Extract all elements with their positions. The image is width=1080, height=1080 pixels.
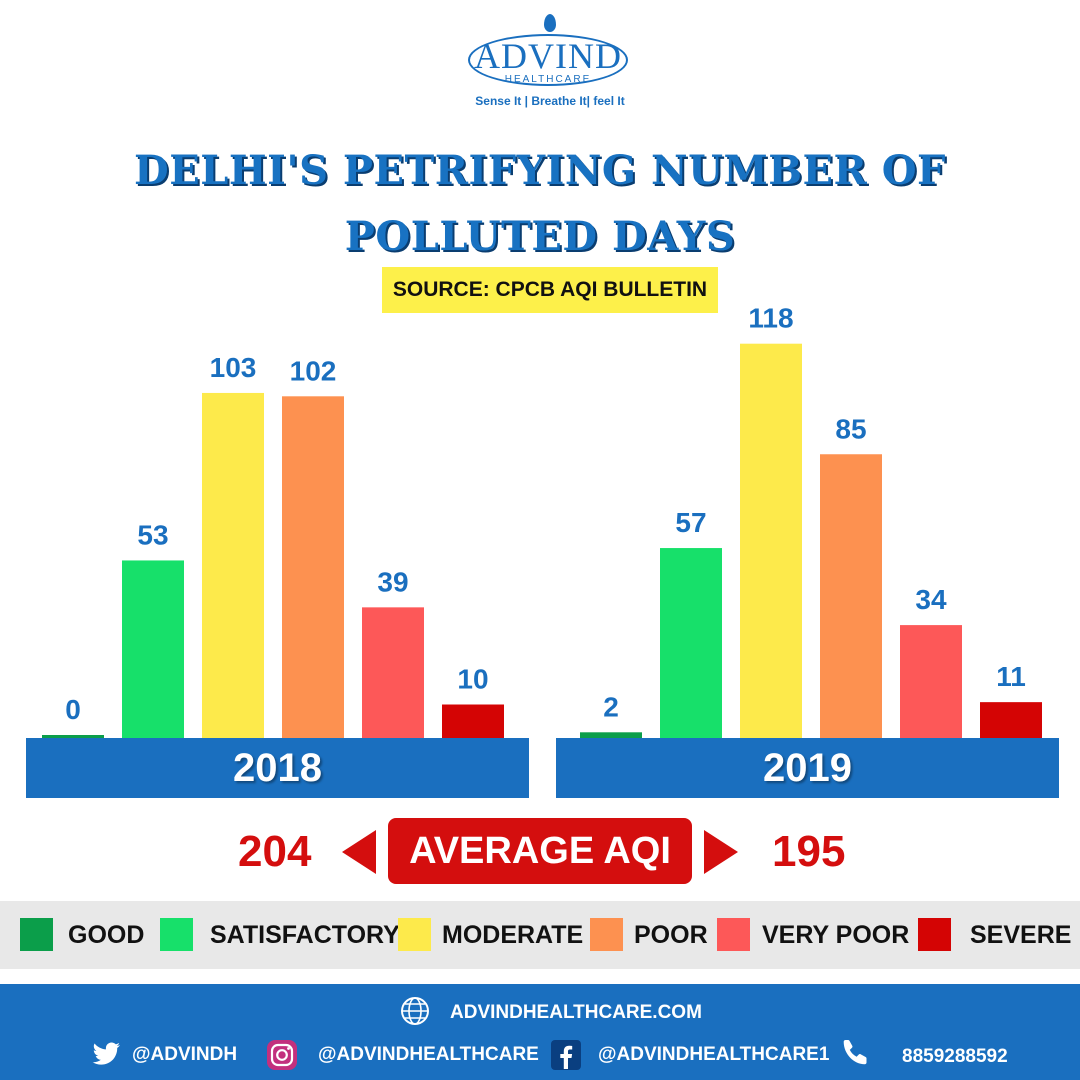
legend-swatch-severe xyxy=(918,918,951,951)
twitter-icon xyxy=(92,1042,120,1065)
year-band-2019: 2019 xyxy=(556,738,1059,798)
bar-2019-severe xyxy=(980,702,1042,739)
instagram-handle[interactable]: @ADVINDHEALTHCARE xyxy=(318,1044,539,1065)
legend-label-moderate: MODERATE xyxy=(442,921,584,949)
legend-label-poor: POOR xyxy=(634,921,708,949)
bar-label-2019-satisfactory: 57 xyxy=(675,507,706,538)
brand-logo: ADVIND HEALTHCARE Sense It | Breathe It|… xyxy=(0,0,1080,115)
page-title: DELHI'S PETRIFYING NUMBER OF POLLUTED DA… xyxy=(134,147,946,260)
phone-icon xyxy=(843,1040,867,1065)
bar-label-2019-severe: 11 xyxy=(996,661,1026,692)
bar-label-2018-good: 0 xyxy=(65,694,81,725)
bar-2018-poor xyxy=(282,396,344,738)
bar-2018-satisfactory xyxy=(122,560,184,738)
bar-2019-good xyxy=(580,732,642,739)
legend-label-very-poor: VERY POOR xyxy=(762,921,910,949)
bar-label-2018-moderate: 103 xyxy=(210,352,257,383)
bar-label-2018-poor: 102 xyxy=(290,355,337,386)
legend-swatch-very-poor xyxy=(717,918,750,951)
legend: GOOD SATISFACTORY MODERATE POOR VERY POO… xyxy=(0,901,1080,969)
facebook-icon xyxy=(551,1040,581,1070)
bar-label-2019-moderate: 118 xyxy=(748,303,793,334)
phone-number[interactable]: 8859288592 xyxy=(902,1046,1008,1067)
average-aqi-2018: 204 xyxy=(238,827,312,876)
arrow-left-icon xyxy=(342,830,376,874)
source-label: SOURCE: CPCB AQI BULLETIN xyxy=(382,267,718,313)
logo-name: ADVIND xyxy=(474,36,622,76)
bar-2018-moderate xyxy=(202,392,264,738)
legend-label-satisfactory: SATISFACTORY xyxy=(210,921,400,949)
legend-swatch-good xyxy=(20,918,53,951)
logo-oval xyxy=(468,34,628,86)
legend-swatch-satisfactory xyxy=(160,918,193,951)
average-aqi-label: AVERAGE AQI xyxy=(388,818,692,884)
bar-label-2019-good: 2 xyxy=(603,691,619,722)
bar-2019-moderate xyxy=(740,343,802,739)
bar-2019-very-poor xyxy=(900,625,962,739)
bar-2018-good xyxy=(42,735,104,738)
drop-icon xyxy=(544,14,556,32)
legend-label-good: GOOD xyxy=(68,921,145,949)
logo-subtitle: HEALTHCARE xyxy=(504,74,592,85)
twitter-handle[interactable]: @ADVINDH xyxy=(132,1044,238,1065)
instagram-icon xyxy=(267,1040,297,1070)
arrow-right-icon xyxy=(704,830,738,874)
average-aqi-2019: 195 xyxy=(772,827,846,876)
bar-2019-satisfactory xyxy=(660,548,722,739)
bar-label-2019-poor: 85 xyxy=(835,413,866,444)
legend-swatch-moderate xyxy=(398,918,431,951)
year-band-2018: 2018 xyxy=(26,738,529,798)
bar-label-2018-severe: 10 xyxy=(457,664,488,695)
bar-label-2018-satisfactory: 53 xyxy=(137,519,168,550)
tagline: Sense It | Breathe It| feel It xyxy=(475,94,625,108)
facebook-handle[interactable]: @ADVINDHEALTHCARE1 xyxy=(598,1044,830,1065)
legend-label-severe: SEVERE xyxy=(970,921,1072,949)
bar-2018-very-poor xyxy=(362,607,424,738)
bar-label-2019-very-poor: 34 xyxy=(915,584,947,615)
website-link[interactable]: ADVINDHEALTHCARE.COM xyxy=(450,1002,702,1023)
bar-label-2018-very-poor: 39 xyxy=(377,566,408,597)
bar-2019-poor xyxy=(820,454,882,739)
footer: ADVINDHEALTHCARE.COM @ADVINDH @ADVINDHEA… xyxy=(0,984,1080,1080)
bar-2018-severe xyxy=(442,704,504,738)
globe-icon xyxy=(401,997,429,1025)
legend-swatch-poor xyxy=(590,918,623,951)
